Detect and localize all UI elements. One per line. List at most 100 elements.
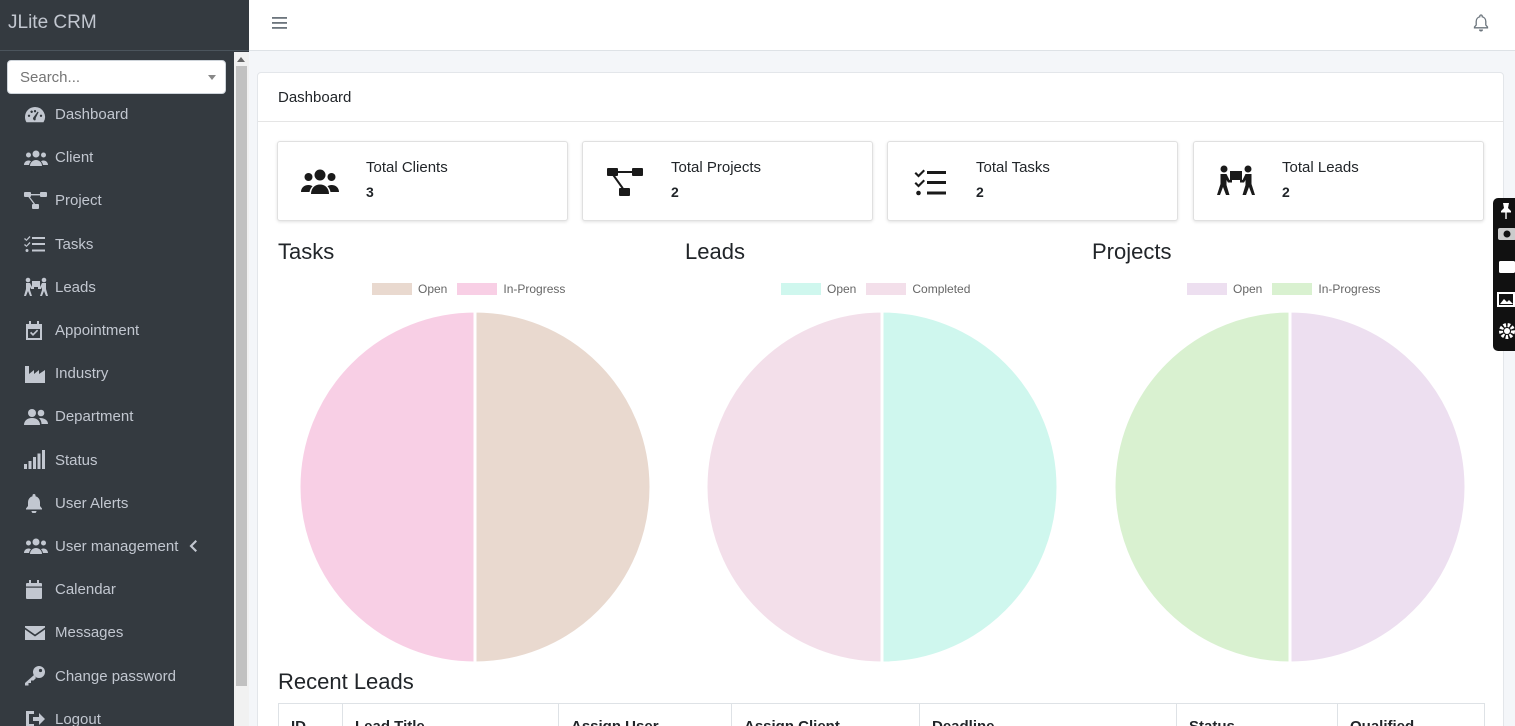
pie-slice-open[interactable] <box>1288 309 1468 665</box>
project-diagram-icon <box>607 168 643 196</box>
sidebar-item-label: Client <box>55 149 94 167</box>
recent-leads-title: Recent Leads <box>278 669 414 694</box>
users-icon <box>301 169 339 194</box>
chart-title-leads: Leads <box>685 239 745 264</box>
camera-icon[interactable] <box>1497 224 1515 242</box>
tasks-icon <box>914 169 946 196</box>
calendar-check-icon <box>24 320 48 342</box>
key-icon <box>24 665 48 687</box>
table-header-cell[interactable]: Assign Client <box>732 704 920 726</box>
pie-slice-open[interactable] <box>473 309 653 665</box>
sidebar-item-project[interactable]: Project <box>0 179 234 222</box>
legend-label[interactable]: Open <box>1233 282 1263 296</box>
sidebar-item-department[interactable]: Department <box>0 395 234 438</box>
search-input[interactable] <box>8 61 188 93</box>
sidebar-item-appointment[interactable]: Appointment <box>0 309 234 352</box>
legend-label[interactable]: Completed <box>912 282 971 296</box>
pie-chart-projects <box>1112 309 1468 665</box>
sidebar-item-calendar[interactable]: Calendar <box>0 568 234 611</box>
sidebar-item-messages[interactable]: Messages <box>0 611 234 654</box>
recent-leads-table: ID Lead Title Assign User Assign Client … <box>278 703 1485 726</box>
sidebar-nav: Dashboard Client Project Tasks Leads <box>0 93 234 726</box>
stat-title: Total Projects <box>671 159 762 176</box>
card-header: Dashboard <box>258 73 1503 122</box>
pie-slice-in-progress[interactable] <box>297 309 477 665</box>
chart-legend-tasks: Open In-Progress <box>372 282 575 296</box>
legend-label[interactable]: Open <box>827 282 857 296</box>
gear-icon[interactable] <box>1497 322 1515 340</box>
user-friends-icon <box>24 406 48 428</box>
legend-swatch[interactable] <box>866 283 907 295</box>
bell-icon <box>24 492 48 514</box>
sidebar-scrollbar[interactable] <box>234 52 249 726</box>
sidebar-item-label: User management <box>55 537 179 555</box>
legend-swatch[interactable] <box>372 283 412 295</box>
pie-slice-completed[interactable] <box>704 309 884 665</box>
sidebar-item-dashboard[interactable]: Dashboard <box>0 93 234 136</box>
table-header-cell[interactable]: Qualified <box>1338 704 1484 726</box>
stat-value: 3 <box>366 184 374 200</box>
sign-out-icon <box>24 708 48 726</box>
table-header-cell[interactable]: Deadline <box>920 704 1177 726</box>
sidebar-item-leads[interactable]: Leads <box>0 266 234 309</box>
tasks-icon <box>24 233 48 255</box>
calendar-icon <box>24 579 48 601</box>
table-header-cell[interactable]: ID <box>279 704 343 726</box>
legend-swatch[interactable] <box>781 283 821 295</box>
chevron-left-icon[interactable] <box>189 539 197 552</box>
sidebar-item-label: Department <box>55 408 134 426</box>
envelope-icon <box>24 622 48 644</box>
sidebar-item-label: Logout <box>55 710 101 726</box>
users-cog-icon <box>24 535 48 557</box>
scrollbar-thumb[interactable] <box>236 66 247 686</box>
stat-title: Total Leads <box>1282 159 1359 176</box>
legend-label[interactable]: Open <box>418 282 448 296</box>
pie-chart-leads <box>704 309 1060 665</box>
stat-title: Total Tasks <box>976 159 1050 176</box>
sidebar-item-label: Change password <box>55 667 176 685</box>
stat-value: 2 <box>671 184 679 200</box>
pie-slice-in-progress[interactable] <box>1112 309 1292 665</box>
people-carry-icon <box>24 276 48 298</box>
users-icon <box>24 147 48 169</box>
pie-chart-tasks <box>297 309 653 665</box>
menu-icon[interactable] <box>272 15 288 31</box>
search-box[interactable] <box>7 60 226 94</box>
stat-value: 2 <box>976 184 984 200</box>
sidebar-item-client[interactable]: Client <box>0 136 234 179</box>
pin-icon[interactable] <box>1497 202 1515 220</box>
pie-slice-open[interactable] <box>880 309 1060 665</box>
notification-bell-icon[interactable] <box>1473 14 1489 32</box>
sidebar-item-tasks[interactable]: Tasks <box>0 223 234 266</box>
sidebar-item-change-password[interactable]: Change password <box>0 654 234 697</box>
sidebar-item-label: Status <box>55 451 98 469</box>
sidebar-item-status[interactable]: Status <box>0 439 234 482</box>
stat-card-clients[interactable]: Total Clients 3 <box>277 141 568 221</box>
sidebar-item-industry[interactable]: Industry <box>0 352 234 395</box>
table-header-cell[interactable]: Assign User <box>559 704 732 726</box>
sidebar: JLite CRM Dashboard Client Project <box>0 0 249 726</box>
stat-card-tasks[interactable]: Total Tasks 2 <box>887 141 1178 221</box>
brand-title[interactable]: JLite CRM <box>0 0 249 51</box>
industry-icon <box>24 363 48 385</box>
screen-icon[interactable] <box>1497 258 1515 276</box>
sidebar-item-logout[interactable]: Logout <box>0 698 234 726</box>
legend-label[interactable]: In-Progress <box>503 282 566 296</box>
sidebar-item-user-management[interactable]: User management <box>0 525 234 568</box>
chevron-down-icon[interactable] <box>208 75 216 80</box>
legend-swatch[interactable] <box>457 283 498 295</box>
table-header-cell[interactable]: Lead Title <box>343 704 559 726</box>
legend-swatch[interactable] <box>1187 283 1227 295</box>
legend-label[interactable]: In-Progress <box>1318 282 1381 296</box>
floating-toolbar <box>1493 198 1515 351</box>
sidebar-item-user-alerts[interactable]: User Alerts <box>0 482 234 525</box>
sidebar-item-label: Project <box>55 192 102 210</box>
chart-title-projects: Projects <box>1092 239 1172 264</box>
table-header-cell[interactable]: Status <box>1177 704 1338 726</box>
stat-card-projects[interactable]: Total Projects 2 <box>582 141 873 221</box>
legend-swatch[interactable] <box>1272 283 1313 295</box>
stat-card-leads[interactable]: Total Leads 2 <box>1193 141 1484 221</box>
chart-legend-projects: Open In-Progress <box>1187 282 1390 296</box>
scroll-up-icon[interactable] <box>237 57 245 62</box>
image-icon[interactable] <box>1497 290 1515 308</box>
